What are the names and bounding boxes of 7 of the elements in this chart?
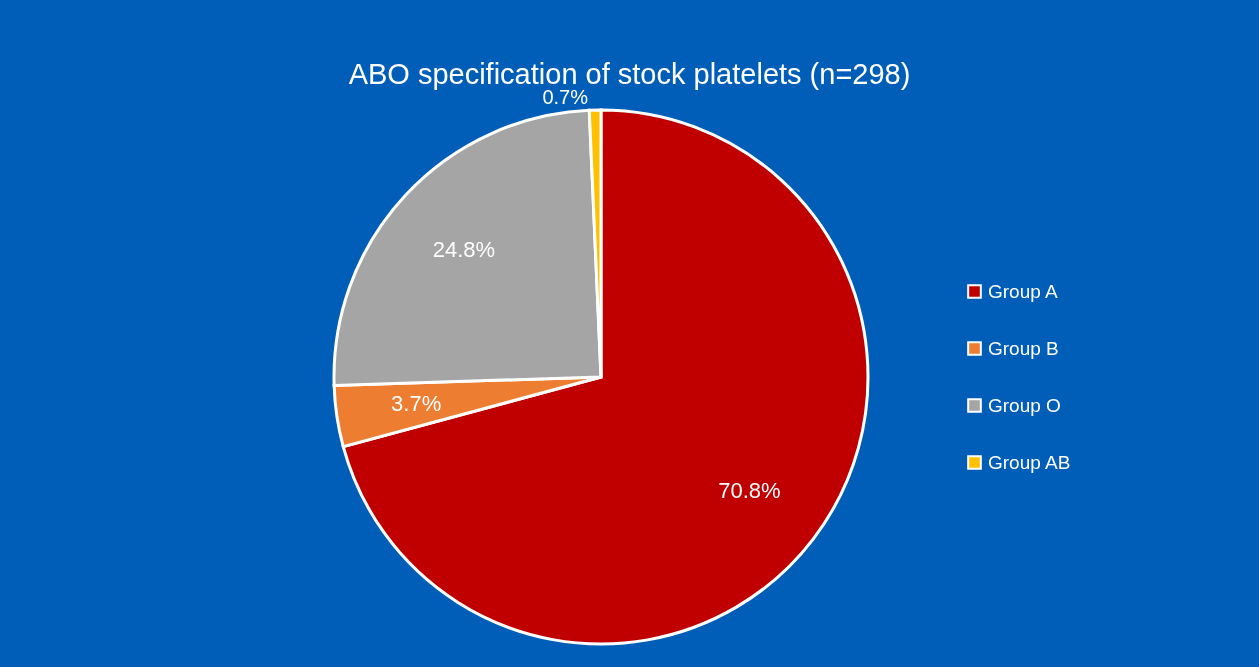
data-label: 70.8% bbox=[718, 477, 781, 503]
legend-label: Group AB bbox=[988, 451, 1071, 473]
legend-label: Group B bbox=[988, 337, 1059, 359]
legend-label: Group O bbox=[988, 394, 1061, 416]
data-label: 24.8% bbox=[432, 236, 496, 262]
data-label: 3.7% bbox=[391, 391, 442, 417]
legend-label: Group A bbox=[988, 280, 1059, 302]
